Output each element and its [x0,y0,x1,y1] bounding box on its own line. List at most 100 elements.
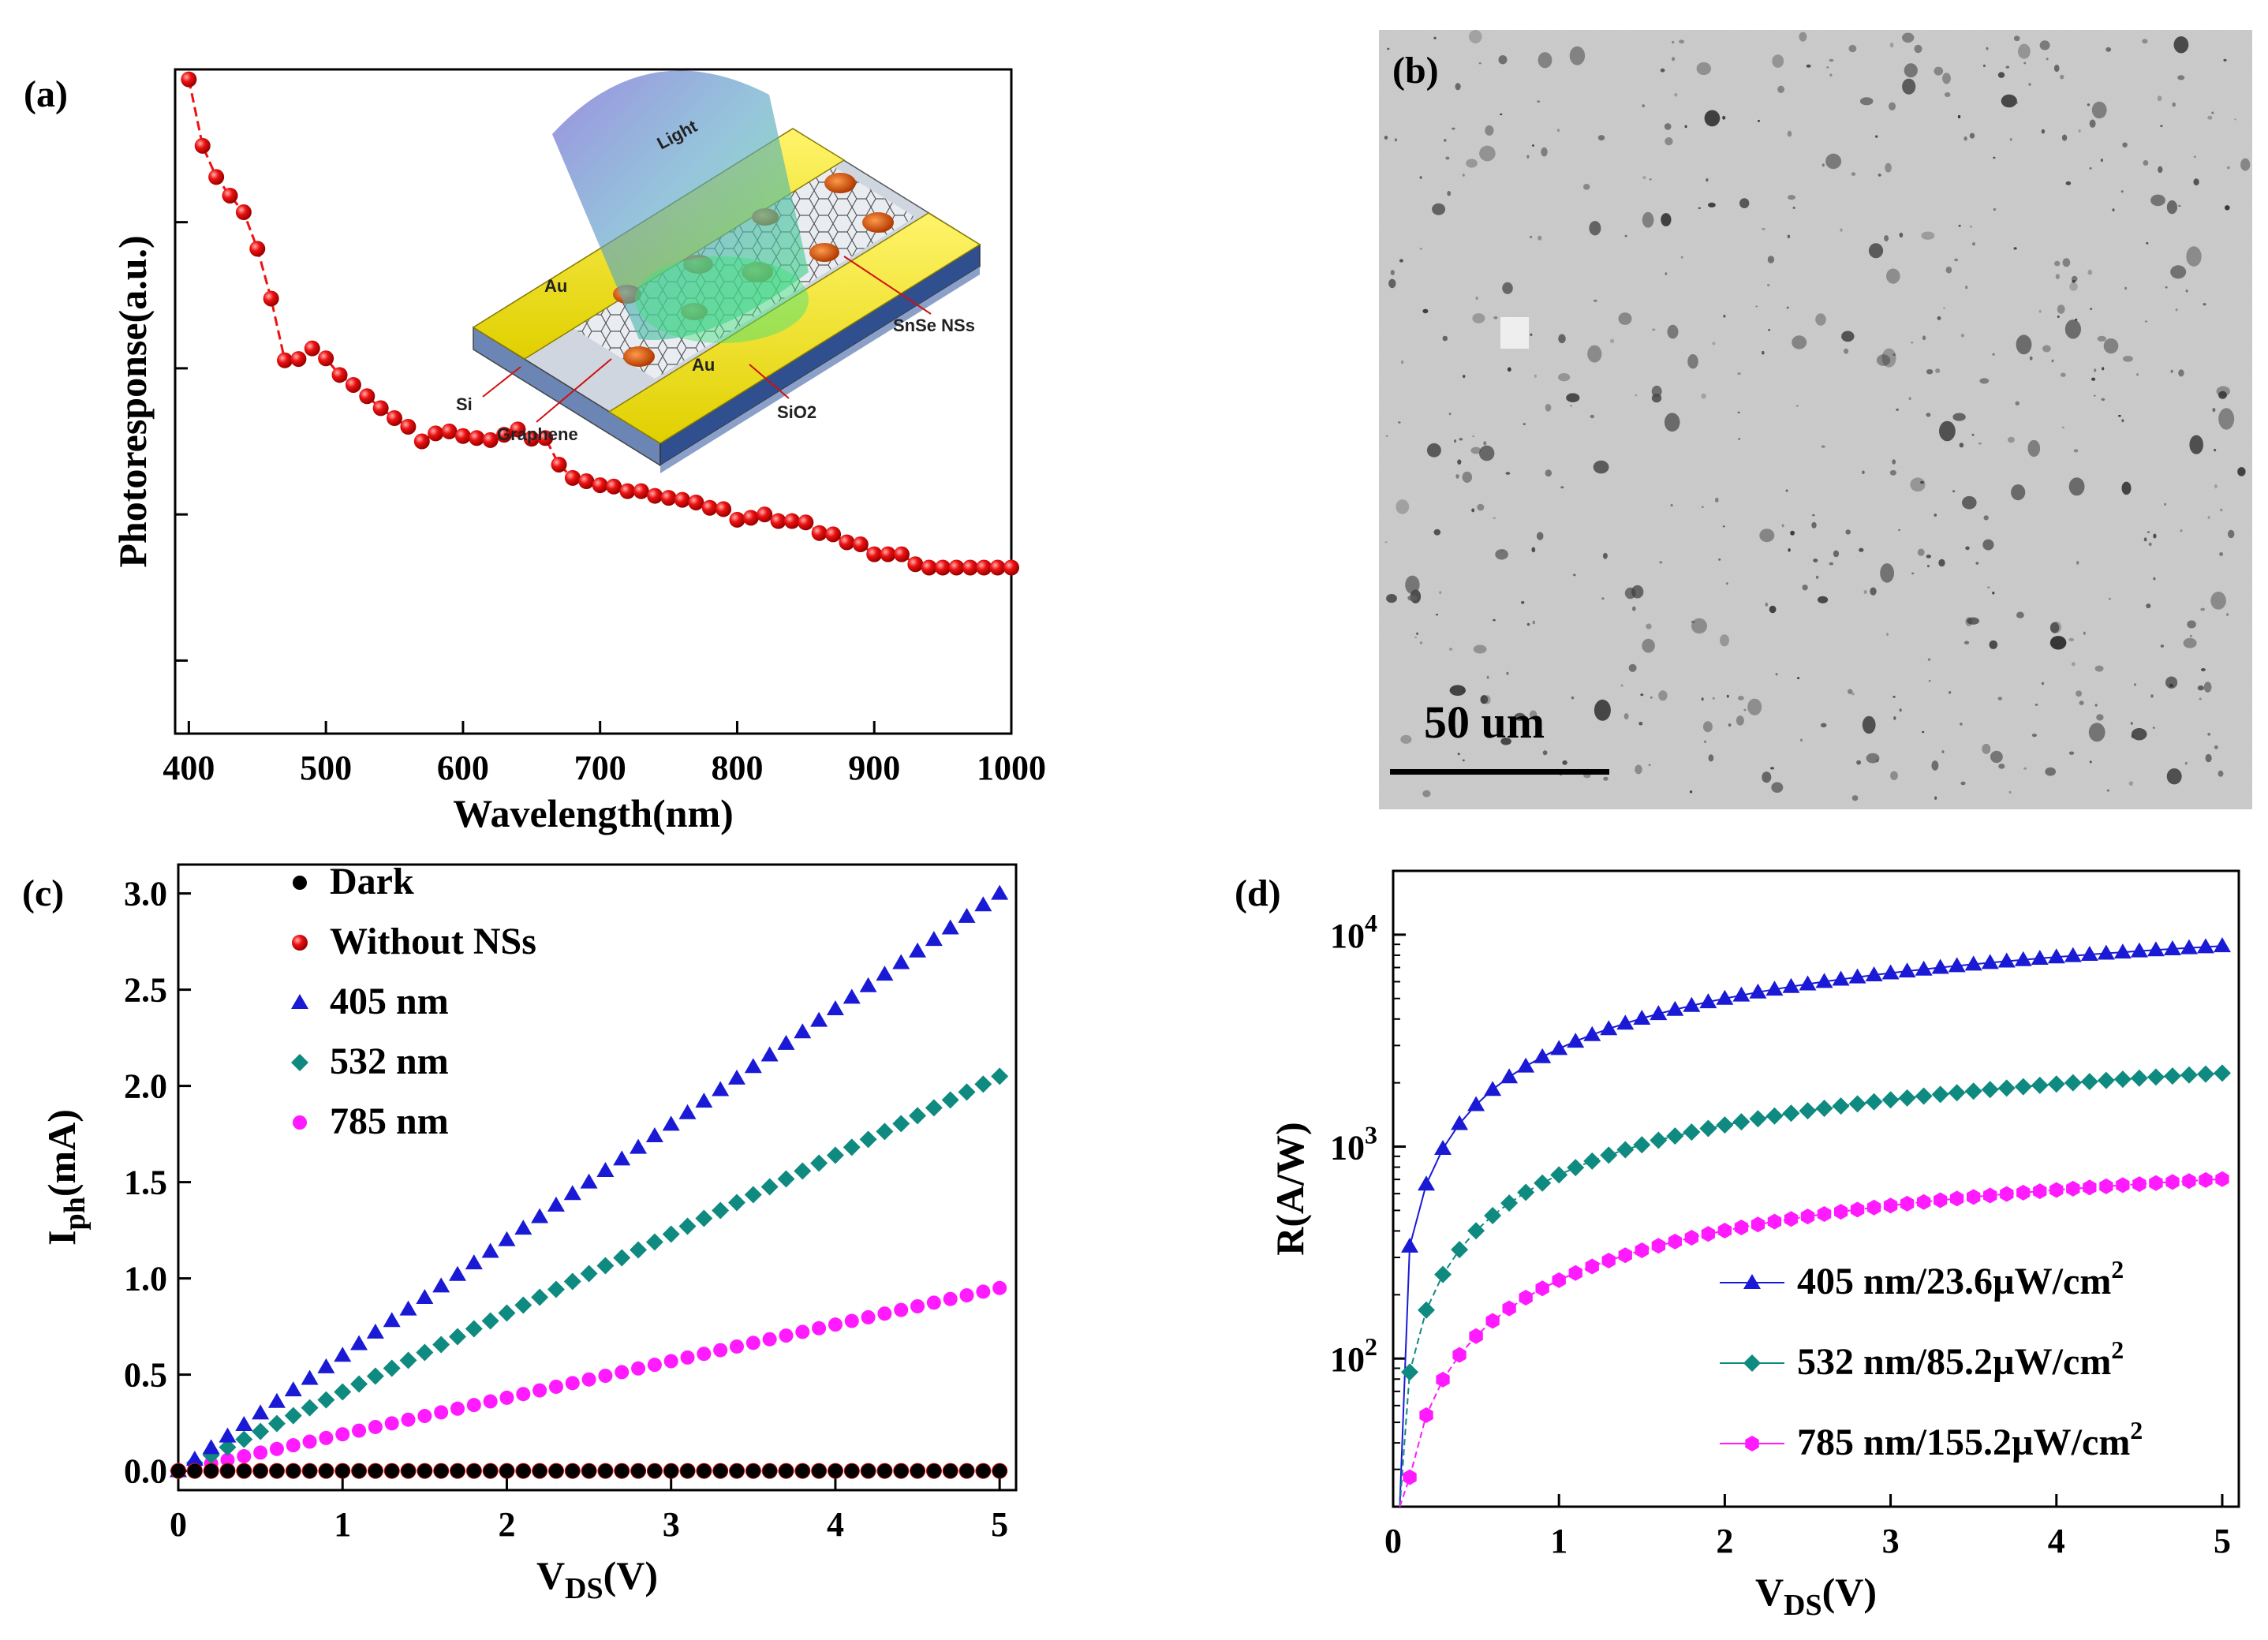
panel-c-data-point [910,1463,925,1478]
panel-c-data-point [516,1463,531,1478]
panel-d-data-point [2165,1174,2180,1190]
micrograph-particle [1825,153,1842,170]
panel-d-data-point [1800,1209,1815,1225]
micrograph-particle [2228,529,2235,539]
panel-c-data-point [794,1023,812,1039]
panel-c-data-point [449,1328,466,1346]
micrograph-particle [1818,596,1829,603]
panel-c-data-point [828,1463,843,1478]
micrograph-particle [1523,423,1526,425]
micrograph-particle [2065,181,2072,185]
panel-c-data-point [762,1463,777,1478]
micrograph-particle [1820,723,1827,728]
micrograph-particle [1708,202,1716,207]
micrograph-particle [1993,207,1997,211]
micrograph-particle [1922,730,1925,734]
panel-d-data-point [1948,957,1966,973]
micrograph-particle [2061,426,2064,428]
panel-a-frame [174,68,1013,735]
panel-c-data-point [499,1463,514,1478]
panel-c-data-point [547,1196,565,1212]
panel-c-data-point [826,1146,844,1164]
panel-c-data-point [959,1463,974,1478]
micrograph-particle [2091,101,2107,119]
panel-c-xtick-label: 5 [991,1505,1008,1544]
micrograph-particle [2093,394,2096,397]
micrograph-particle [1448,648,1453,651]
micrograph-particle [1642,176,1646,180]
panel-c-data-point [483,1394,498,1409]
micrograph-particle [2031,734,2037,738]
micrograph-particle [1701,506,1704,508]
micrograph-particle [1736,715,1744,726]
panel-d-data-point [1832,970,1850,986]
micrograph-particle [1813,558,1818,562]
panel-a-data-point [469,430,485,446]
panel-a-data-point [331,367,348,383]
panel-c-data-point [434,1405,449,1420]
panel-c-data-point [580,1265,598,1283]
panel-a-data-point [249,241,266,257]
micrograph-particle [2150,694,2154,698]
panel-d-data-point [1898,1089,1916,1107]
panel-c-data-point [269,1463,284,1478]
micrograph-particle [1859,97,1874,106]
micrograph-particle [1485,721,1488,726]
micrograph-particle [1790,530,1795,536]
panel-d-xtick-label: 5 [2214,1522,2231,1560]
panel-a-data-point [222,187,238,204]
micrograph-particle [1642,211,1654,228]
micrograph-particle [1910,477,1926,492]
panel-c-data-point [317,1358,335,1373]
micrograph-particle [1455,83,1461,91]
micrograph-particle [1943,307,1946,309]
panel-a-data-point [798,514,814,531]
panel-d-data-point [1418,1301,1436,1319]
panel-a-data-point [345,376,361,393]
micrograph-particle [1957,114,1961,119]
panel-c-ytick-label: 1.0 [124,1260,167,1298]
panel-a-data-point [428,425,444,442]
micrograph-particle [1457,459,1462,465]
micrograph-particle [1394,138,1397,142]
panel-d-data-point [2163,940,2181,955]
micrograph-particle [2121,481,2132,495]
panel-c-data-point [876,1123,894,1141]
micrograph-particle [1811,521,1817,529]
micrograph-particle [2160,644,2165,648]
micrograph-particle [2148,542,2152,547]
panel-d-data-point [2130,1069,2148,1087]
micrograph-particle [1971,433,1975,436]
micrograph-particle [1772,54,1784,68]
micrograph-particle [2144,320,2148,323]
micrograph-particle [1785,489,1788,492]
micrograph-particle [1672,40,1675,44]
micrograph-particle [1479,445,1495,461]
micrograph-particle [1469,30,1482,43]
micrograph-particle [2013,247,2017,250]
micrograph-particle [1498,55,1508,65]
panel-c-data-point [926,1295,941,1310]
panel-c-data-point [185,1450,204,1466]
panel-d-legend-marker [1745,1436,1759,1451]
micrograph-particle [2130,722,2133,725]
panel-d-data-point [1799,1102,1817,1120]
panel-c-data-point [943,1291,958,1306]
micrograph-particle [1587,345,1602,363]
micrograph-particle [1642,638,1655,653]
micrograph-particle [1649,178,1652,181]
micrograph-particle [2016,611,2024,618]
panel-d-data-point [1618,1247,1632,1264]
micrograph-particle [1665,137,1673,146]
micrograph-particle [2186,246,2202,267]
panel-d-data-point [1534,1174,1552,1192]
panel-c-data-point [861,1463,876,1478]
micrograph-particle [2089,760,2092,764]
panel-c-data-point [958,907,976,923]
panel-c-data-point [399,1300,417,1316]
micrograph-particle [2089,167,2092,170]
panel-c-data-point [991,884,1009,900]
panel-d-data-point [1583,1025,1601,1041]
micrograph-particle [1400,360,1404,364]
micrograph-particle [1624,234,1627,237]
